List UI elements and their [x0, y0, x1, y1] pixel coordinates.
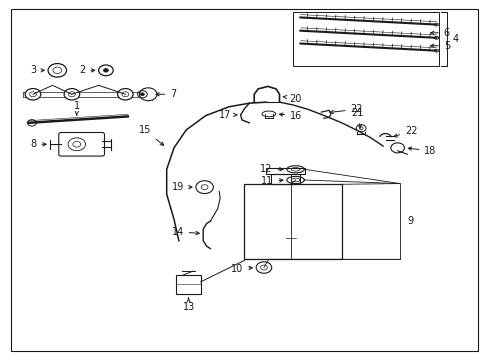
Text: 3: 3 [30, 65, 44, 75]
Bar [176, 275, 201, 294]
Circle shape [30, 92, 36, 97]
Text: 9: 9 [407, 216, 413, 226]
Circle shape [139, 88, 157, 101]
Text: 11: 11 [261, 176, 283, 186]
Circle shape [25, 89, 41, 100]
Text: 2: 2 [79, 65, 95, 75]
Text: 20: 20 [283, 94, 301, 104]
Circle shape [260, 265, 267, 270]
Circle shape [103, 68, 108, 72]
Circle shape [201, 185, 207, 190]
Circle shape [64, 89, 80, 100]
Bar [292, 12, 438, 66]
Text: 19: 19 [171, 182, 192, 192]
Text: 21: 21 [350, 108, 363, 128]
Text: 22: 22 [393, 126, 417, 137]
Text: 13: 13 [182, 302, 194, 312]
Text: 22: 22 [329, 104, 362, 114]
Text: 18: 18 [407, 146, 436, 156]
Text: 6: 6 [430, 28, 449, 38]
Circle shape [359, 127, 363, 130]
Text: 14: 14 [171, 227, 199, 237]
Text: 1: 1 [74, 101, 80, 111]
Circle shape [68, 92, 75, 97]
Text: 12: 12 [260, 164, 283, 174]
Circle shape [122, 92, 128, 97]
Bar [266, 168, 305, 174]
Text: 4: 4 [451, 34, 457, 44]
Text: 17: 17 [218, 110, 236, 120]
Text: 10: 10 [231, 264, 252, 274]
Bar [244, 184, 341, 259]
Circle shape [117, 89, 133, 100]
Text: 5: 5 [430, 41, 449, 51]
Text: 16: 16 [279, 111, 302, 121]
Text: 15: 15 [139, 125, 163, 145]
Text: 7: 7 [156, 89, 176, 99]
Circle shape [140, 93, 144, 96]
Text: 8: 8 [30, 139, 46, 149]
Bar [271, 174, 300, 184]
